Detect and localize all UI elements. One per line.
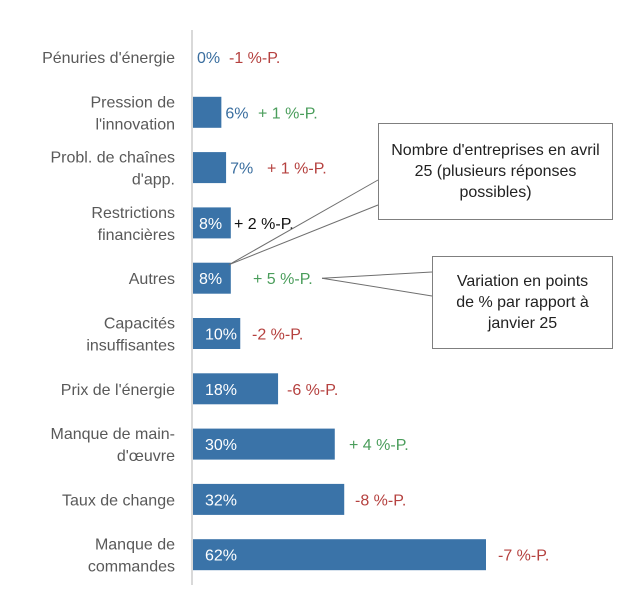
value-label: 7% bbox=[230, 161, 253, 178]
category-label: Taux de change bbox=[62, 492, 175, 509]
callout-leader-line bbox=[228, 204, 379, 266]
category-label: Capacités bbox=[104, 316, 175, 333]
category-label: Manque de bbox=[95, 537, 175, 554]
bar bbox=[193, 373, 279, 405]
category-label: Restrictions bbox=[91, 205, 175, 222]
category-label: Pénuries d'énergie bbox=[42, 50, 175, 67]
category-label: Probl. de chaînes bbox=[50, 150, 175, 167]
category-label: Autres bbox=[129, 271, 175, 288]
bar bbox=[193, 262, 231, 294]
change-callout-text: Variation en points de % par rapport à j… bbox=[456, 273, 589, 332]
bar bbox=[193, 318, 241, 349]
change-callout: Variation en points de % par rapport à j… bbox=[432, 256, 613, 349]
value-label: 18% bbox=[205, 382, 237, 399]
bar bbox=[193, 152, 227, 184]
category-label: l'innovation bbox=[95, 116, 175, 133]
category-label: d'app. bbox=[132, 172, 175, 189]
value-label: 62% bbox=[205, 548, 237, 565]
category-label: d'œuvre bbox=[117, 448, 175, 465]
change-label: -6 %-P. bbox=[287, 382, 338, 399]
change-label: + 1 %-P. bbox=[267, 161, 327, 178]
value-label: 6% bbox=[225, 105, 248, 122]
change-label: -8 %-P. bbox=[355, 492, 406, 509]
bar bbox=[193, 96, 222, 128]
change-label: -1 %-P. bbox=[229, 50, 280, 67]
bar bbox=[193, 428, 335, 460]
callout-leader-line bbox=[321, 271, 433, 279]
change-label: -2 %-P. bbox=[252, 327, 303, 344]
value-label: 32% bbox=[205, 492, 237, 509]
value-label: 30% bbox=[205, 437, 237, 454]
callout-leader-line bbox=[321, 277, 433, 297]
change-label: + 2 %-P. bbox=[234, 216, 294, 233]
category-label: Prix de l'énergie bbox=[61, 382, 175, 399]
value-label: 0% bbox=[197, 50, 220, 67]
value-label: 10% bbox=[205, 327, 237, 344]
bars-callout-text: Nombre d'entreprises en avril 25 (plusie… bbox=[391, 142, 600, 201]
category-label: Pression de bbox=[91, 94, 176, 111]
bar bbox=[193, 539, 486, 571]
change-label: + 4 %-P. bbox=[349, 437, 409, 454]
value-label: 8% bbox=[199, 216, 222, 233]
bar bbox=[193, 483, 345, 515]
category-label: financières bbox=[98, 227, 175, 244]
category-label: Manque de main- bbox=[50, 426, 175, 443]
change-label: + 1 %-P. bbox=[258, 105, 318, 122]
bar bbox=[193, 207, 231, 239]
category-label: commandes bbox=[88, 559, 175, 576]
change-label: -7 %-P. bbox=[498, 548, 549, 565]
value-label: 8% bbox=[199, 271, 222, 288]
change-label: + 5 %-P. bbox=[253, 271, 313, 288]
bars-callout: Nombre d'entreprises en avril 25 (plusie… bbox=[378, 123, 613, 220]
category-label: insuffisantes bbox=[86, 338, 175, 355]
callout-leader-line bbox=[228, 179, 379, 266]
